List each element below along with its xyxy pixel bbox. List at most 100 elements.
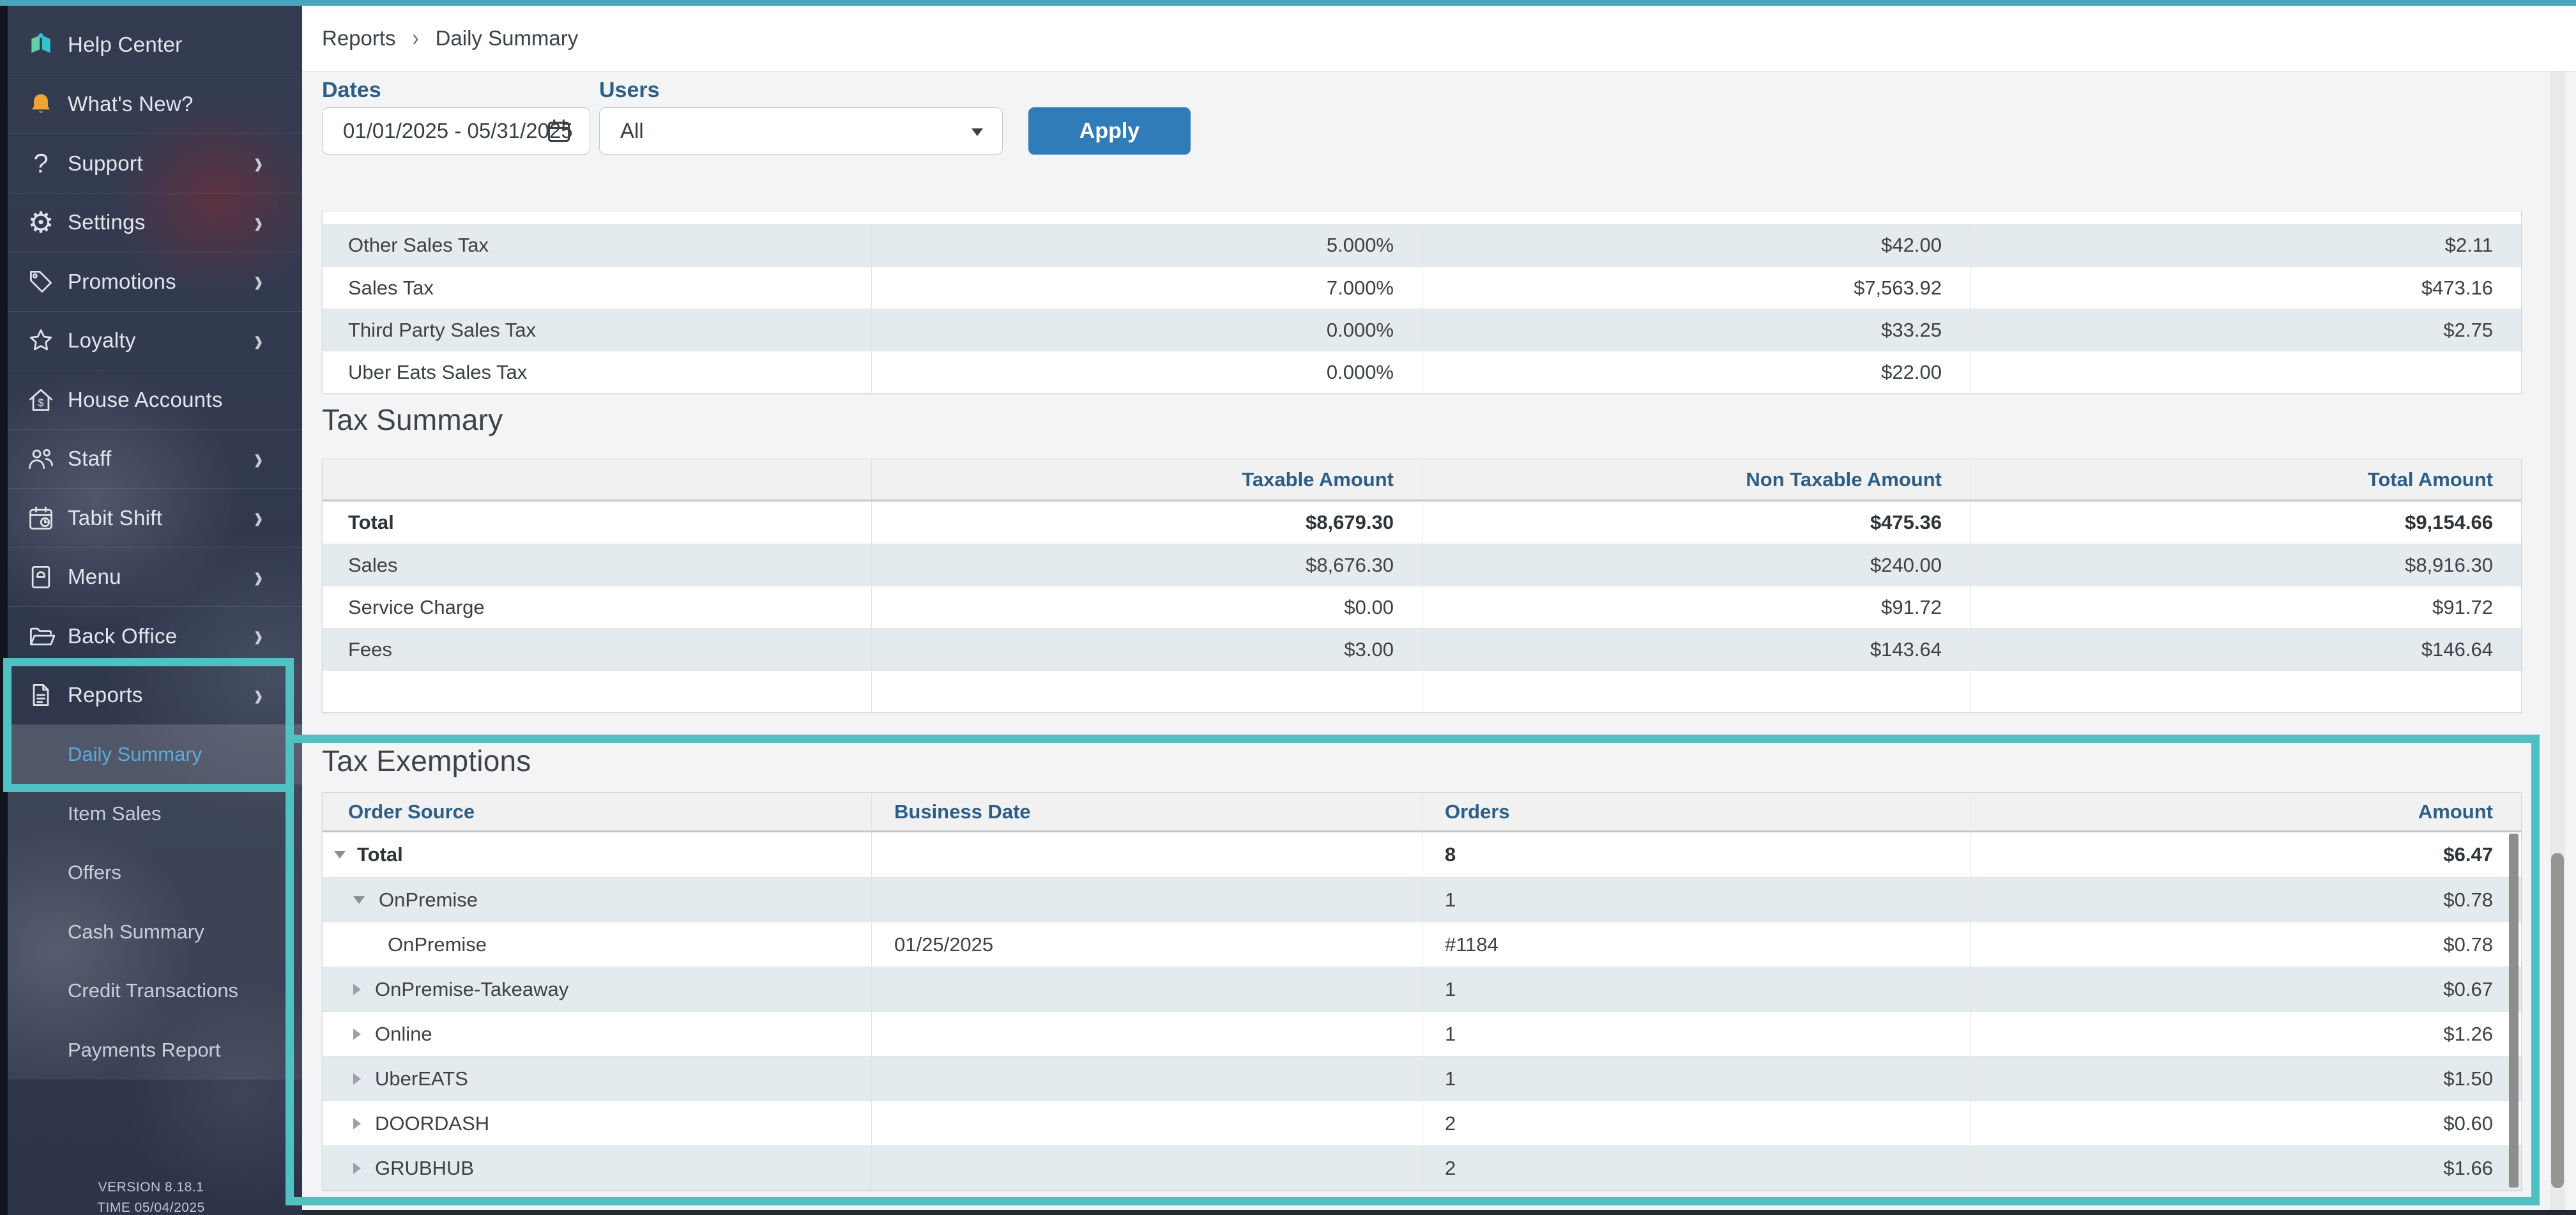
tax-exemptions-title: Tax Exemptions <box>322 744 531 778</box>
date-range-input[interactable]: 01/01/2025 - 05/31/2025 <box>322 107 590 155</box>
sidebar-item-help-center[interactable]: Help Center <box>0 15 302 75</box>
tree-row[interactable]: Total8$6.47 <box>323 832 2521 877</box>
sidebar-item-label: House Accounts <box>68 388 223 412</box>
annotation-sidebar-box-bottom <box>3 784 294 792</box>
tree-row[interactable]: OnPremise1$0.78 <box>323 877 2521 922</box>
sidebar-item-daily-summary[interactable]: Daily Summary <box>0 725 302 784</box>
cell-tax-name: Uber Eats Sales Tax <box>323 351 872 393</box>
sidebar-item-back-office[interactable]: Back Office › <box>0 606 302 666</box>
sidebar-item-staff[interactable]: Staff› <box>0 429 302 489</box>
cell-non-taxable-amount <box>1422 671 1970 712</box>
tree-row[interactable]: GRUBHUB2$1.66 <box>323 1145 2521 1190</box>
cell-amount: $0.78 <box>1970 922 2521 967</box>
book-icon <box>26 29 56 60</box>
breadcrumb-bar: Reports › Daily Summary <box>302 6 2576 72</box>
people-icon <box>26 443 56 474</box>
cell-tax-amount: $473.16 <box>1970 267 2521 309</box>
tag-icon <box>26 266 56 297</box>
sidebar-nav: Help Center What's New??Support›⚙Settings… <box>0 15 302 1080</box>
table-row-partial <box>323 211 2521 224</box>
caret-right-icon[interactable] <box>353 1118 361 1129</box>
tree-row[interactable]: Online 1$1.26 <box>323 1011 2521 1056</box>
caret-right-icon[interactable] <box>353 1163 361 1174</box>
page-scrollbar-track[interactable] <box>2550 72 2565 1215</box>
cell-amount: $1.66 <box>1970 1146 2521 1190</box>
sidebar-subitem-label: Cash Summary <box>68 921 204 944</box>
tax-rates-table: Other Sales Tax5.000%$42.00$2.11Sales Ta… <box>322 211 2522 394</box>
caret-down-icon[interactable] <box>353 896 365 904</box>
users-select[interactable]: All <box>599 107 1003 155</box>
window-bottom-edge <box>302 1210 2576 1215</box>
cell-amount: $6.47 <box>1970 832 2521 877</box>
sidebar-item-payments-report[interactable]: Payments Report <box>0 1021 302 1080</box>
calendar-icon[interactable] <box>545 117 573 148</box>
cell-non-taxable-amount: $143.64 <box>1422 629 1970 670</box>
tree-row[interactable]: UberEATS1$1.50 <box>323 1056 2521 1101</box>
sidebar-subitem-label: Payments Report <box>68 1039 221 1062</box>
table-row: Third Party Sales Tax0.000%$33.25$2.75 <box>323 309 2521 351</box>
column-header: Taxable Amount <box>872 459 1422 500</box>
tree-row: OnPremise01/25/2025#1184$0.78 <box>323 922 2521 967</box>
cell-orders: 8 <box>1422 832 1970 877</box>
sidebar-item-menu[interactable]: Menu› <box>0 547 302 607</box>
caret-down-icon[interactable] <box>334 851 346 859</box>
app-version: VERSION 8.18.1 <box>0 1180 302 1195</box>
caret-right-icon[interactable] <box>353 984 361 995</box>
sidebar: Help Center What's New??Support›⚙Settings… <box>0 6 302 1215</box>
sidebar-item-offers[interactable]: Offers <box>0 843 302 903</box>
cell-name <box>323 671 872 712</box>
table-row: Service Charge$0.00$91.72$91.72 <box>323 586 2521 628</box>
cell-tax-name: Other Sales Tax <box>323 224 872 266</box>
caret-right-icon[interactable] <box>353 1028 361 1040</box>
cell-total-amount: $91.72 <box>1970 586 2521 628</box>
table-scrollbar-thumb[interactable] <box>2509 834 2519 1188</box>
document-icon <box>26 680 56 710</box>
sidebar-submenu-reports: Daily SummaryItem SalesOffers Cash Summar… <box>0 724 302 1080</box>
cell-orders: 1 <box>1422 967 1970 1011</box>
tree-row[interactable]: OnPremise-Takeaway 1$0.67 <box>323 967 2521 1011</box>
sidebar-item-house-accounts[interactable]: $ House Accounts <box>0 370 302 429</box>
cell-taxable: $7,563.92 <box>1422 267 1970 309</box>
cell-amount: $0.67 <box>1970 967 2521 1011</box>
order-source-label: Online <box>375 1023 432 1046</box>
order-source-label: OnPremise-Takeaway <box>375 978 568 1001</box>
cell-tax-name: Sales Tax <box>323 267 872 309</box>
cell-taxable-amount <box>872 671 1422 712</box>
gear-icon: ⚙ <box>26 207 56 238</box>
cell-orders: 2 <box>1422 1101 1970 1145</box>
chevron-right-icon: › <box>254 618 263 655</box>
order-source-label: UberEATS <box>375 1067 468 1090</box>
breadcrumb: Reports › Daily Summary <box>322 26 578 50</box>
page-scrollbar-thumb[interactable] <box>2551 853 2564 1188</box>
breadcrumb-reports[interactable]: Reports <box>322 26 396 50</box>
cell-amount: $0.78 <box>1970 878 2521 922</box>
sidebar-item-credit-transactions[interactable]: Credit Transactions <box>0 961 302 1021</box>
users-selected-value: All <box>620 119 644 143</box>
sidebar-item-label: Back Office <box>68 624 177 648</box>
cell-amount: $1.26 <box>1970 1012 2521 1056</box>
cell-orders: 1 <box>1422 1012 1970 1056</box>
cell-total-amount <box>1970 671 2521 712</box>
annotation-sidebar-box-left <box>3 658 11 792</box>
sidebar-item-item-sales[interactable]: Item Sales <box>0 784 302 844</box>
sidebar-item-settings[interactable]: ⚙Settings› <box>0 193 302 252</box>
cell-amount: $1.50 <box>1970 1057 2521 1101</box>
sidebar-item-cash-summary[interactable]: Cash Summary <box>0 903 302 962</box>
window-left-edge <box>0 6 8 1215</box>
sidebar-item-label: Help Center <box>68 33 182 57</box>
sidebar-item-tabit-shift[interactable]: Tabit Shift› <box>0 488 302 547</box>
breadcrumb-current: Daily Summary <box>436 26 579 50</box>
sidebar-item-support[interactable]: ?Support› <box>0 134 302 193</box>
sidebar-item-loyalty[interactable]: Loyalty› <box>0 311 302 371</box>
sidebar-item-whats-new[interactable]: What's New? <box>0 75 302 134</box>
dates-label: Dates <box>322 78 381 103</box>
tree-row[interactable]: DOORDASH2$0.60 <box>323 1101 2521 1145</box>
apply-button[interactable]: Apply <box>1028 107 1191 155</box>
sidebar-item-label: Staff <box>68 447 112 471</box>
sidebar-item-promotions[interactable]: Promotions› <box>0 252 302 311</box>
cell-name: Total <box>323 501 872 544</box>
cell-tax-rate: 0.000% <box>872 309 1422 351</box>
svg-text:$: $ <box>38 397 43 409</box>
sidebar-item-reports[interactable]: Reports› <box>0 666 302 725</box>
caret-right-icon[interactable] <box>353 1073 361 1085</box>
